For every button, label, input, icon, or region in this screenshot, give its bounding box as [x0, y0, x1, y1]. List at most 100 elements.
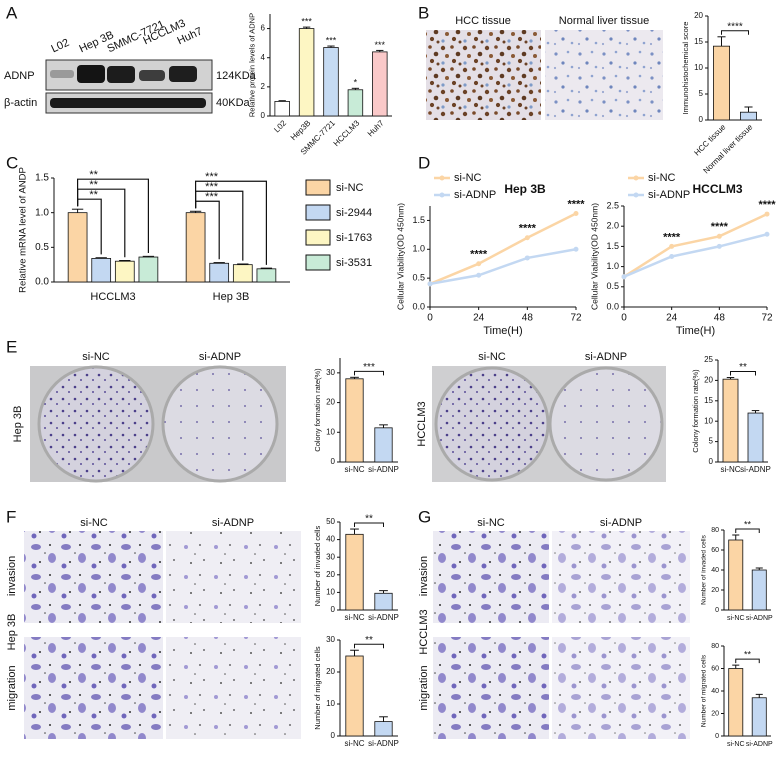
x-tick-label: si-NC: [727, 741, 745, 748]
legend-label: si-1763: [336, 232, 372, 244]
y-axis-label: Cellular Viability(OD 450nm): [590, 203, 600, 310]
x-tick-label: si-ADNP: [740, 465, 771, 474]
panel-label: G: [418, 507, 431, 526]
x-tick-label: HCCLM3: [90, 291, 135, 303]
x-tick-label: 24: [666, 313, 678, 324]
transwell-image: [166, 637, 301, 739]
bar: [747, 412, 764, 463]
y-tick-label: 10: [704, 416, 713, 425]
bracket: [77, 178, 149, 254]
significance: ****: [567, 198, 585, 210]
y-tick-label: 1.0: [412, 244, 425, 254]
lane-label: L02: [49, 37, 71, 56]
image-label: HCC tissue: [455, 15, 511, 27]
y-tick-label: 60: [711, 665, 719, 672]
bar: [91, 258, 112, 283]
row-label: migration: [6, 665, 18, 710]
x-tick-label: si-ADNP: [746, 741, 773, 748]
line: [623, 212, 768, 278]
line: [429, 212, 577, 286]
point: [573, 246, 579, 252]
point: [764, 211, 770, 217]
significance: **: [744, 519, 752, 529]
significance: **: [89, 189, 98, 201]
point: [476, 272, 482, 278]
bar: [374, 592, 393, 611]
y-tick-label: 0: [331, 731, 336, 740]
column-label: si-NC: [477, 517, 505, 529]
row-label: HCCLM3: [416, 401, 428, 446]
legend-swatch: [305, 254, 331, 271]
bar: [372, 51, 388, 117]
bar: [274, 101, 290, 117]
transwell-image: [433, 531, 549, 623]
x-tick-label: 24: [473, 313, 485, 324]
band: [50, 98, 206, 108]
y-tick-label: 20: [694, 11, 703, 20]
row-label: invasion: [6, 556, 18, 596]
significance: **: [744, 650, 752, 660]
y-tick-label: 60: [711, 547, 719, 554]
x-tick-label: si-NC: [727, 615, 745, 622]
y-tick-label: 0: [331, 605, 336, 614]
y-tick-label: 40: [326, 535, 335, 544]
transwell-image: [166, 531, 301, 623]
blot-row-label: β-actin: [4, 97, 37, 109]
y-tick-label: 1.5: [412, 215, 425, 225]
y-tick-label: 0.0: [412, 301, 425, 311]
row-label: Hep 3B: [12, 406, 24, 443]
band: [169, 66, 197, 82]
point: [573, 211, 579, 217]
y-tick-label: 80: [711, 643, 719, 650]
y-tick-label: 4: [261, 53, 266, 62]
legend-swatch: [305, 179, 331, 196]
bar: [345, 533, 364, 611]
y-tick-label: 80: [711, 527, 719, 534]
y-tick-label: 0: [699, 115, 704, 124]
y-tick-label: 1.0: [35, 207, 49, 218]
bracket: [354, 522, 384, 528]
y-tick-label: 15: [704, 396, 713, 405]
y-tick-label: 10: [326, 699, 335, 708]
image-label: Normal liver tissue: [559, 15, 649, 27]
y-tick-label: 6: [261, 24, 266, 33]
significance: **: [365, 514, 373, 525]
bracket: [730, 371, 756, 376]
bar: [713, 45, 731, 121]
x-tick-label: si-ADNP: [368, 465, 399, 474]
significance: ****: [711, 221, 729, 233]
y-tick-label: 2.0: [606, 221, 619, 231]
y-tick-label: 0: [715, 607, 719, 614]
transwell-image: [433, 637, 549, 739]
y-axis-label: Relative protein levels of ADNP: [248, 13, 257, 117]
y-tick-label: 0: [709, 457, 714, 466]
y-tick-label: 0.5: [606, 281, 619, 291]
y-axis-label: Colony formation rate(%): [691, 369, 700, 453]
legend-label: si-NC: [454, 172, 482, 184]
y-tick-label: 1.0: [606, 261, 619, 271]
point: [764, 231, 770, 237]
y-tick-label: 10: [694, 63, 703, 72]
y-axis-label: Cellular Viability(OD 450nm): [396, 203, 406, 310]
bracket: [354, 643, 384, 649]
bar: [256, 268, 277, 283]
y-axis-label: Number of invaded cells: [313, 526, 322, 607]
y-tick-label: 50: [326, 517, 335, 526]
x-tick-label: Hep3B: [289, 119, 313, 143]
line: [623, 233, 768, 278]
y-tick-label: 2: [261, 82, 266, 91]
point: [716, 233, 722, 239]
legend-label: si-ADNP: [648, 189, 690, 201]
x-tick-label: si-NC: [345, 739, 365, 748]
x-tick-label: HCCLM3: [332, 118, 362, 148]
panel-label: E: [6, 337, 17, 356]
x-axis-label: Time(H): [676, 325, 715, 337]
panel-label: A: [6, 3, 18, 22]
significance: ****: [519, 223, 537, 235]
y-tick-label: 40: [711, 688, 719, 695]
y-tick-label: 0: [331, 457, 336, 466]
bar: [298, 28, 315, 117]
bar: [185, 212, 206, 283]
y-tick-label: 0.5: [35, 242, 49, 253]
y-tick-label: 5: [709, 437, 714, 446]
